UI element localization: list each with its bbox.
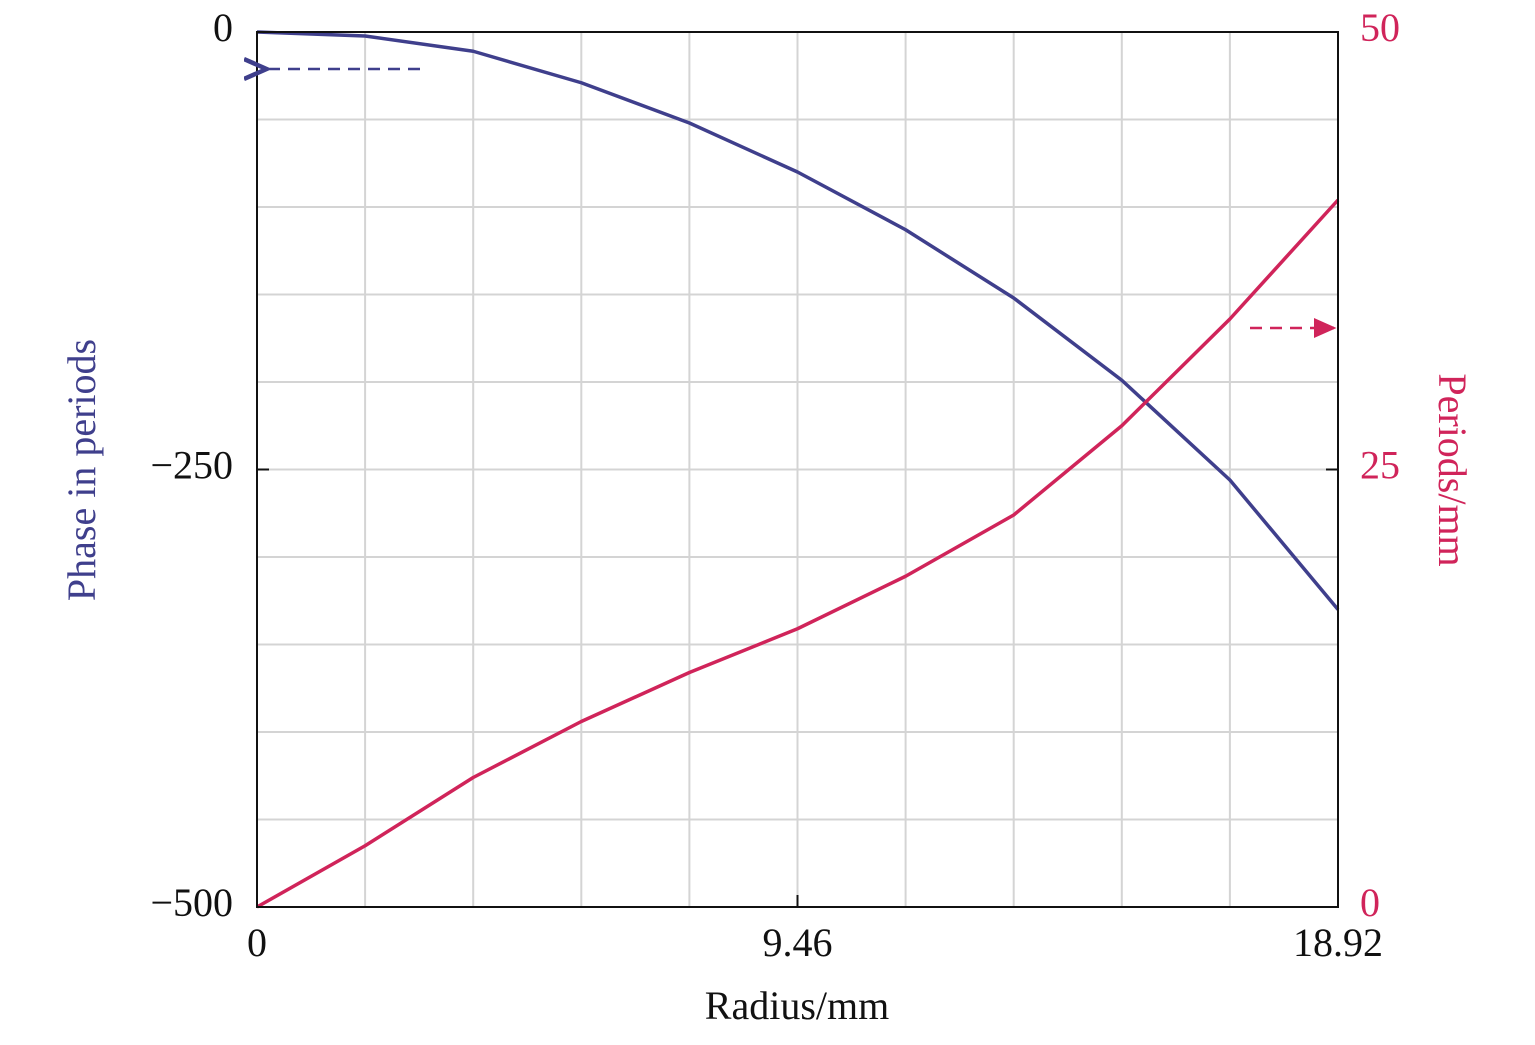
- y2-tick-label: 50: [1360, 5, 1400, 50]
- y2-tick-label: 25: [1360, 443, 1400, 488]
- series-line: [256, 198, 1340, 909]
- x-tick-label: 9.46: [763, 920, 833, 965]
- y2-tick-label: 0: [1360, 880, 1380, 925]
- lines: [256, 30, 1340, 909]
- series-line: [256, 30, 1340, 611]
- y-axis-label: Phase in periods: [59, 339, 104, 601]
- x-axis-label: Radius/mm: [705, 983, 889, 1028]
- y-tick-label: 0: [213, 5, 233, 50]
- x-tick-label: 18.92: [1293, 920, 1383, 965]
- y-tick-label: −500: [150, 880, 233, 925]
- grid: [257, 32, 1338, 907]
- y-tick-label: −250: [150, 443, 233, 488]
- y2-axis-label: Periods/mm: [1430, 373, 1475, 566]
- x-tick-label: 0: [247, 920, 267, 965]
